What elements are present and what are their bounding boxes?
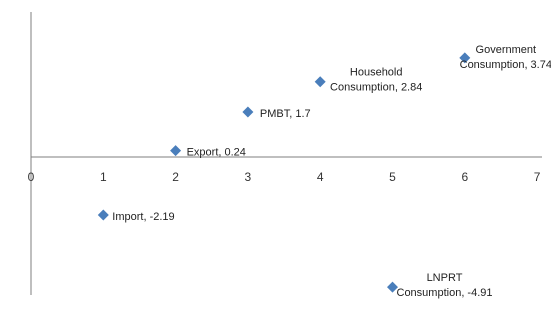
x-tick-label: 4 (317, 170, 324, 184)
data-point-label: LNPRT Consumption, -4.91 (397, 272, 493, 299)
x-tick-label: 6 (461, 170, 468, 184)
x-tick-label: 5 (389, 170, 396, 184)
data-labels: Import, -2.19 Export, 0.24 PMBT, 1.7 Househ… (112, 44, 551, 299)
data-point-label: Household Consumption, 2.84 (330, 67, 422, 94)
x-tick-label: 7 (534, 170, 541, 184)
x-tick-label: 3 (245, 170, 252, 184)
data-points (97, 52, 471, 293)
data-point-marker (170, 145, 182, 157)
data-point-label: Export, 0.24 (187, 147, 246, 159)
x-tick-label: 1 (100, 170, 107, 184)
data-point-marker (242, 106, 254, 118)
data-point-marker (97, 209, 109, 221)
x-tick-labels: 0 1 2 3 4 5 6 7 (28, 170, 541, 184)
x-tick-label: 0 (28, 170, 35, 184)
x-tick-label: 2 (172, 170, 179, 184)
data-point-label: Import, -2.19 (112, 211, 174, 223)
data-point-marker (459, 52, 471, 64)
data-point-label: Government Consumption, 3.74 (460, 44, 551, 71)
data-point-marker (314, 76, 326, 88)
data-point-label: PMBT, 1.7 (260, 108, 311, 120)
axes (30, 12, 542, 295)
data-point-marker (387, 281, 398, 293)
